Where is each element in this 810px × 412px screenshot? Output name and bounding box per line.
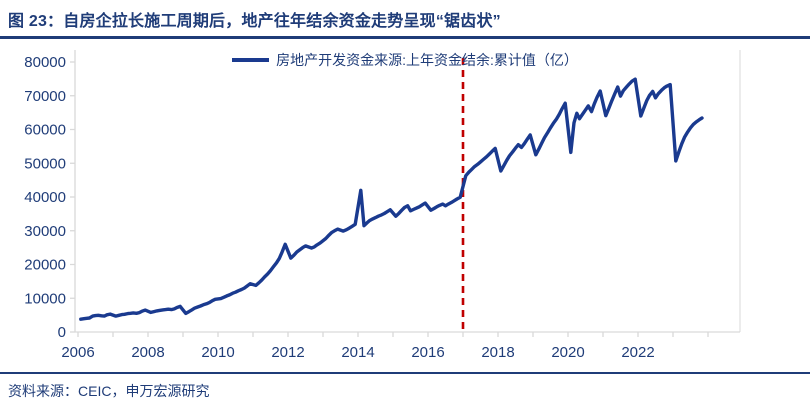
y-axis-tick-label: 60000: [24, 122, 66, 139]
x-axis-tick-label: 2022: [621, 344, 654, 361]
bottom-rule: [0, 372, 810, 374]
data-series-line: [79, 77, 704, 321]
x-axis-tick-label: 2016: [411, 344, 444, 361]
y-axis-tick-label: 10000: [24, 290, 66, 307]
y-axis-tick-label: 70000: [24, 88, 66, 105]
legend-line-swatch: [232, 58, 270, 62]
x-axis-tick-label: 2014: [341, 344, 374, 361]
y-axis-tick-label: 40000: [24, 189, 66, 206]
x-axis-tick-label: 2020: [551, 344, 584, 361]
y-axis-tick-label: 20000: [24, 257, 66, 274]
x-axis-tick-label: 2012: [271, 344, 304, 361]
y-axis-tick-label: 0: [58, 324, 66, 341]
x-axis-tick-label: 2010: [201, 344, 234, 361]
source-note: 资料来源：CEIC，申万宏源研究: [8, 383, 210, 399]
legend-label: 房地产开发资金来源:上年资金结余:累计值（亿）: [276, 52, 578, 68]
x-axis-tick-label: 2006: [61, 344, 94, 361]
chart-legend: 房地产开发资金来源:上年资金结余:累计值（亿）: [0, 50, 810, 70]
x-axis-tick-label: 2018: [481, 344, 514, 361]
y-axis-tick-label: 30000: [24, 223, 66, 240]
figure-title: 图 23：自房企拉长施工周期后，地产往年结余资金走势呈现“锯齿状”: [0, 0, 810, 39]
x-axis-tick-label: 2008: [131, 344, 164, 361]
y-axis-tick-label: 50000: [24, 155, 66, 172]
y-axis-tick-label: 80000: [24, 54, 66, 71]
